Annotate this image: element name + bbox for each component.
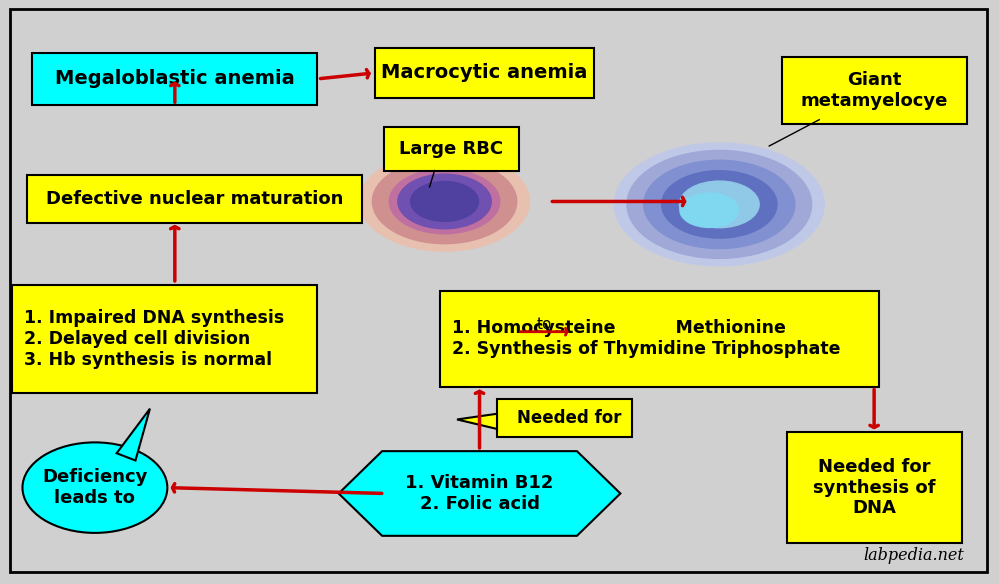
FancyBboxPatch shape [27,175,363,223]
Circle shape [627,151,811,258]
Text: Defective nuclear maturation: Defective nuclear maturation [46,190,344,207]
Circle shape [360,152,529,251]
Text: Large RBC: Large RBC [400,140,503,158]
Text: 1. Impaired DNA synthesis
2. Delayed cell division
3. Hb synthesis is normal: 1. Impaired DNA synthesis 2. Delayed cel… [25,309,285,369]
Text: 1. Vitamin B12
2. Folic acid: 1. Vitamin B12 2. Folic acid [406,474,553,513]
Polygon shape [117,409,150,460]
Text: Needed for
synthesis of
DNA: Needed for synthesis of DNA [813,458,935,517]
Text: labpedia.net: labpedia.net [863,547,964,564]
Text: Needed for: Needed for [517,409,621,426]
Circle shape [643,160,795,249]
Circle shape [614,143,824,266]
FancyBboxPatch shape [13,285,318,392]
Text: 1. Homocysteine          Methionine
2. Synthesis of Thymidine Triphosphate: 1. Homocysteine Methionine 2. Synthesis … [452,319,840,358]
Text: to: to [536,317,552,332]
Polygon shape [457,413,497,429]
FancyBboxPatch shape [32,53,318,105]
Text: Macrocytic anemia: Macrocytic anemia [382,64,587,82]
Circle shape [661,171,777,238]
FancyBboxPatch shape [440,291,879,387]
Circle shape [398,174,492,229]
Text: Deficiency
leads to: Deficiency leads to [42,468,148,507]
FancyBboxPatch shape [497,399,631,437]
FancyBboxPatch shape [781,57,967,124]
Circle shape [411,182,479,221]
Circle shape [373,159,516,244]
Polygon shape [339,451,620,536]
Circle shape [680,193,738,227]
Circle shape [390,169,500,234]
Text: Giant
metamyelocye: Giant metamyelocye [800,71,948,110]
Circle shape [679,181,759,228]
FancyBboxPatch shape [375,48,594,98]
Ellipse shape [23,443,167,533]
FancyBboxPatch shape [787,432,961,543]
FancyBboxPatch shape [384,127,519,171]
Text: Megaloblastic anemia: Megaloblastic anemia [55,69,295,88]
